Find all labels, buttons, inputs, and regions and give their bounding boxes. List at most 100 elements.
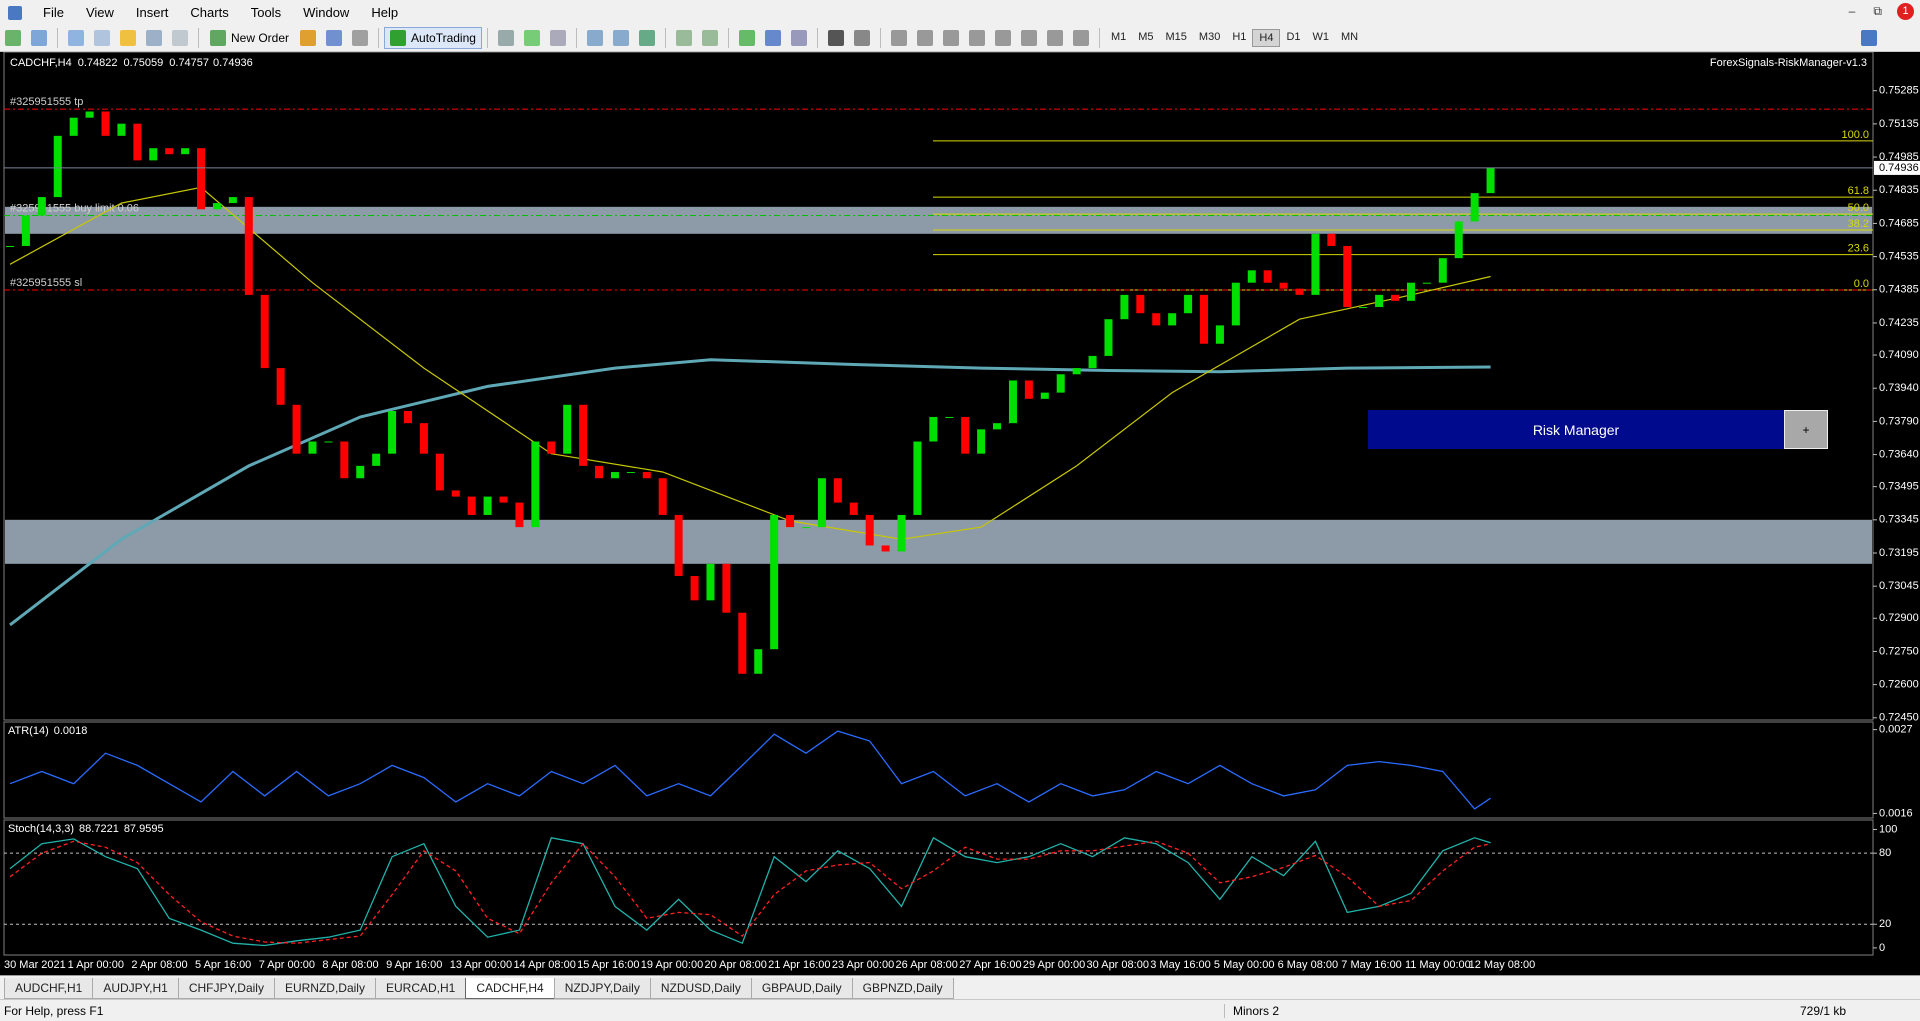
timeframe-button[interactable]: M5 bbox=[1138, 31, 1154, 43]
profiles-icon[interactable] bbox=[31, 30, 47, 46]
app-icon bbox=[8, 5, 22, 20]
chart-tab[interactable]: AUDJPY,H1 bbox=[92, 978, 179, 999]
candle bbox=[1120, 294, 1129, 320]
minimize[interactable]: – bbox=[1848, 4, 1856, 18]
data-window-icon[interactable] bbox=[94, 30, 110, 46]
chart-tab[interactable]: EURCAD,H1 bbox=[374, 978, 467, 999]
candle-chart-icon[interactable] bbox=[523, 30, 540, 46]
zoom-out-icon[interactable] bbox=[612, 30, 629, 46]
label-icon[interactable] bbox=[1046, 30, 1063, 46]
quote-close: 0.74936 bbox=[213, 57, 253, 69]
chart-tab[interactable]: CHFJPY,Daily bbox=[177, 978, 275, 999]
timeframe-button[interactable]: MN bbox=[1341, 31, 1359, 43]
candle bbox=[563, 404, 572, 454]
separator bbox=[57, 28, 58, 48]
candle bbox=[1104, 319, 1113, 356]
candle bbox=[658, 478, 667, 515]
candle bbox=[642, 472, 651, 479]
zoom-in-icon[interactable] bbox=[586, 30, 603, 46]
candle bbox=[515, 502, 524, 528]
candle bbox=[1215, 325, 1224, 344]
menu-item[interactable]: Tools bbox=[250, 5, 282, 20]
fibo-label: 61.8 bbox=[1848, 185, 1869, 197]
vline-icon[interactable] bbox=[890, 30, 907, 46]
timeframe-button[interactable]: M1 bbox=[1110, 31, 1127, 43]
metaeditor-icon[interactable] bbox=[300, 30, 317, 46]
fibo-label: 23.6 bbox=[1848, 243, 1869, 255]
timeframes: M1 M5 M15 M30 H1 H4 D1 W1 MN bbox=[1105, 29, 1364, 47]
indicators-icon[interactable] bbox=[738, 30, 755, 46]
menu-item[interactable]: Window bbox=[303, 5, 350, 20]
search-icon[interactable] bbox=[1861, 30, 1877, 46]
chart-tab[interactable]: GBPNZD,Daily bbox=[851, 978, 954, 999]
risk-manager-expand[interactable]: + bbox=[1784, 410, 1828, 449]
market-watch-icon[interactable] bbox=[68, 30, 84, 46]
line-chart-icon[interactable] bbox=[549, 30, 566, 46]
timeframe-button[interactable]: W1 bbox=[1312, 31, 1330, 43]
price-zone bbox=[5, 519, 1872, 564]
chart-tab[interactable]: NZDJPY,Daily bbox=[553, 978, 651, 999]
bar-chart-icon[interactable] bbox=[497, 30, 514, 46]
trendline-icon[interactable] bbox=[942, 30, 959, 46]
cursor-icon[interactable] bbox=[827, 30, 844, 46]
candle bbox=[308, 441, 317, 454]
signals-icon[interactable] bbox=[326, 30, 343, 46]
order-label: #325951555 tp bbox=[10, 96, 83, 108]
arrows-icon[interactable] bbox=[1072, 30, 1089, 46]
hline-icon[interactable] bbox=[916, 30, 933, 46]
indicator-line bbox=[9, 730, 1491, 810]
tile-icon[interactable] bbox=[638, 30, 655, 46]
panel-frame bbox=[3, 819, 1874, 956]
terminal-icon[interactable] bbox=[146, 30, 162, 46]
chart-tab[interactable]: AUDCHF,H1 bbox=[4, 978, 94, 999]
menu-item[interactable]: Charts bbox=[190, 5, 229, 20]
tester-icon[interactable] bbox=[172, 30, 188, 46]
chart-tab[interactable]: NZDUSD,Daily bbox=[649, 978, 752, 999]
new-chart-icon[interactable] bbox=[5, 30, 21, 46]
periods-icon[interactable] bbox=[764, 30, 781, 46]
chart-tab[interactable]: CADCHF,H4 bbox=[465, 978, 555, 999]
options-icon[interactable] bbox=[352, 30, 369, 46]
candle bbox=[977, 429, 986, 454]
fibo-icon[interactable] bbox=[994, 30, 1011, 46]
menu-item[interactable]: File bbox=[43, 5, 64, 20]
shift-icon[interactable] bbox=[701, 30, 718, 46]
candle bbox=[929, 416, 938, 442]
x-tick-label: 8 Apr 08:00 bbox=[322, 959, 378, 971]
timeframe-button[interactable]: H4 bbox=[1252, 29, 1281, 47]
x-tick-label: 15 Apr 16:00 bbox=[577, 959, 639, 971]
candle bbox=[69, 117, 78, 136]
notification-badge[interactable]: 1 bbox=[1897, 3, 1914, 20]
candle bbox=[1279, 282, 1288, 289]
candle bbox=[1343, 245, 1352, 308]
menu-item[interactable]: Insert bbox=[135, 5, 169, 20]
new-order-button[interactable]: New Order bbox=[204, 27, 295, 49]
fibo-label: 38.2 bbox=[1848, 218, 1869, 230]
channel-icon[interactable] bbox=[968, 30, 985, 46]
text-icon[interactable] bbox=[1020, 30, 1037, 46]
toolbar: New Order AutoTrading M1 M5 M15 M30 H1 H4 D1 W1… bbox=[0, 25, 1920, 52]
indicator-name: ForexSignals-RiskManager-v1.3 bbox=[1710, 57, 1867, 69]
timeframe-button[interactable]: M15 bbox=[1165, 31, 1187, 43]
y-tick-label: 0.0016 bbox=[1879, 807, 1913, 819]
timeframe-button[interactable]: H1 bbox=[1232, 31, 1247, 43]
navigator-icon[interactable] bbox=[120, 30, 136, 46]
timeframe-button[interactable]: D1 bbox=[1286, 31, 1301, 43]
y-tick-label: 0.74235 bbox=[1879, 317, 1919, 329]
y-tick-label: 0.74835 bbox=[1879, 184, 1919, 196]
chart-tab[interactable]: EURNZD,Daily bbox=[273, 978, 376, 999]
crosshair-icon[interactable] bbox=[853, 30, 870, 46]
menu-item[interactable]: Help bbox=[371, 5, 399, 20]
autotrading-button[interactable]: AutoTrading bbox=[384, 27, 482, 49]
templates-icon[interactable] bbox=[790, 30, 807, 46]
autoscroll-icon[interactable] bbox=[675, 30, 692, 46]
x-tick-label: 7 May 16:00 bbox=[1341, 959, 1402, 971]
menu-item[interactable]: View bbox=[85, 5, 114, 20]
x-tick-label: 20 Apr 08:00 bbox=[704, 959, 766, 971]
y-tick-label: 80 bbox=[1879, 847, 1891, 859]
risk-manager-button[interactable]: Risk Manager bbox=[1368, 410, 1784, 449]
timeframe-button[interactable]: M30 bbox=[1198, 31, 1221, 43]
separator bbox=[664, 28, 666, 48]
chart-tab[interactable]: GBPAUD,Daily bbox=[750, 978, 853, 999]
restore[interactable]: ⧉ bbox=[1873, 4, 1882, 18]
